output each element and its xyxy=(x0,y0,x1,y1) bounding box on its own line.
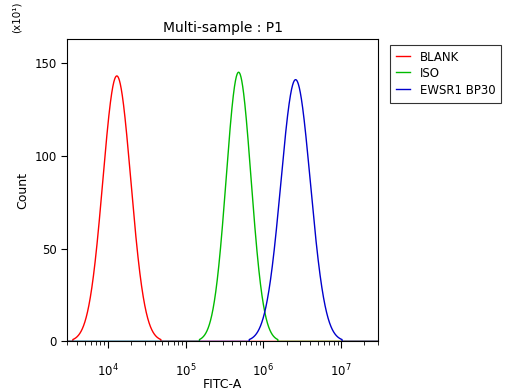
Text: (x10¹): (x10¹) xyxy=(11,1,21,33)
Legend: BLANK, ISO, EWSR1 BP30: BLANK, ISO, EWSR1 BP30 xyxy=(390,45,501,102)
ISO xyxy=(262,310,268,315)
Line: BLANK: BLANK xyxy=(67,76,378,341)
BLANK xyxy=(311,339,318,344)
EWSR1 BP30 xyxy=(262,310,268,314)
BLANK xyxy=(248,339,254,344)
BLANK xyxy=(80,325,86,329)
EWSR1 BP30 xyxy=(64,339,70,344)
BLANK xyxy=(295,339,301,344)
Line: EWSR1 BP30: EWSR1 BP30 xyxy=(67,80,378,341)
BLANK xyxy=(375,339,381,344)
X-axis label: FITC-A: FITC-A xyxy=(203,378,242,388)
Text: $10^4$: $10^4$ xyxy=(97,363,119,379)
ISO xyxy=(80,339,86,344)
Title: Multi-sample : P1: Multi-sample : P1 xyxy=(163,21,283,35)
ISO xyxy=(375,339,381,344)
ISO xyxy=(295,339,301,344)
ISO xyxy=(177,339,183,344)
EWSR1 BP30 xyxy=(80,339,86,344)
EWSR1 BP30 xyxy=(295,80,301,85)
EWSR1 BP30 xyxy=(248,336,254,341)
BLANK xyxy=(113,74,120,78)
BLANK xyxy=(262,339,268,344)
ISO xyxy=(311,339,318,344)
BLANK xyxy=(177,339,183,344)
EWSR1 BP30 xyxy=(311,222,318,227)
Line: ISO: ISO xyxy=(67,72,378,341)
ISO xyxy=(248,179,254,184)
ISO xyxy=(236,70,242,74)
EWSR1 BP30 xyxy=(177,339,183,344)
Text: $10^6$: $10^6$ xyxy=(252,363,274,379)
Text: $10^7$: $10^7$ xyxy=(330,363,352,379)
Text: $10^5$: $10^5$ xyxy=(175,363,196,379)
Y-axis label: Count: Count xyxy=(16,171,29,209)
EWSR1 BP30 xyxy=(293,77,299,82)
EWSR1 BP30 xyxy=(375,339,381,344)
BLANK xyxy=(64,339,70,344)
ISO xyxy=(64,339,70,344)
